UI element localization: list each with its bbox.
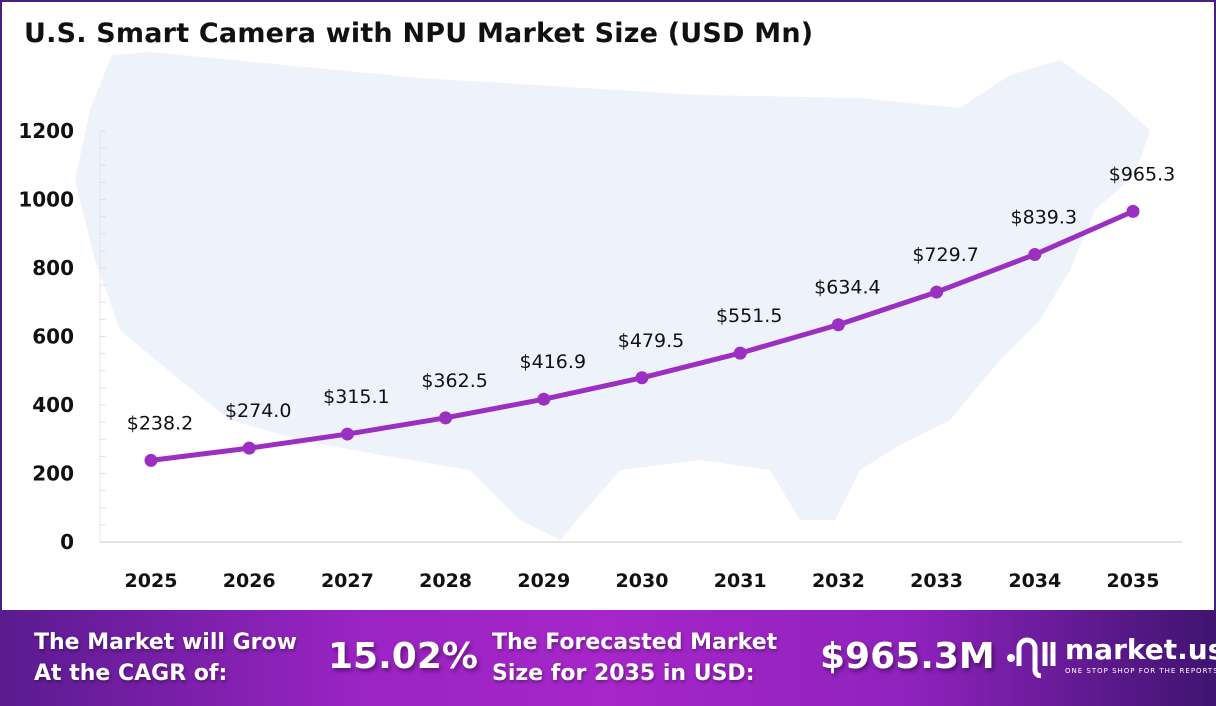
cagr-label-line2: At the CAGR of: (34, 661, 228, 686)
data-label: $839.3 (1011, 207, 1077, 229)
y-tick-label: 1000 (18, 188, 74, 212)
logo-tagline: ONE STOP SHOP FOR THE REPORTS (1065, 666, 1216, 675)
x-tick-label: 2028 (419, 570, 472, 592)
footer-banner: The Market will Grow At the CAGR of: 15.… (0, 610, 1216, 706)
forecast-label-line1: The Forecasted Market (492, 630, 778, 655)
x-tick-label: 2025 (125, 570, 178, 592)
data-label: $315.1 (323, 386, 389, 408)
forecast-label: The Forecasted Market Size for 2035 in U… (492, 627, 777, 689)
cagr-value: 15.02% (328, 636, 478, 677)
data-label: $416.9 (520, 351, 586, 373)
x-tick-label: 2029 (517, 570, 570, 592)
data-point (930, 285, 944, 299)
data-label: $965.3 (1109, 163, 1175, 185)
data-label: $238.2 (127, 412, 193, 434)
data-label: $634.4 (814, 277, 880, 299)
forecast-value: $965.3M (820, 636, 995, 677)
data-point (733, 346, 747, 360)
data-point (1028, 248, 1042, 262)
y-tick-label: 0 (60, 530, 74, 554)
cagr-label: The Market will Grow At the CAGR of: (34, 627, 297, 689)
cagr-label-line1: The Market will Grow (34, 630, 297, 655)
data-label: $551.5 (716, 305, 782, 327)
y-tick-label: 400 (32, 393, 74, 417)
data-point (242, 441, 256, 455)
data-point (635, 371, 649, 385)
y-tick-label: 600 (32, 325, 74, 349)
y-tick-label: 800 (32, 256, 74, 280)
x-tick-label: 2034 (1008, 570, 1061, 592)
chart-title: U.S. Smart Camera with NPU Market Size (… (24, 18, 814, 49)
market-us-logo: market.us ONE STOP SHOP FOR THE REPORTS (1005, 632, 1216, 678)
x-tick-label: 2033 (910, 570, 963, 592)
data-point (537, 392, 551, 406)
data-point (144, 453, 158, 467)
forecast-label-line2: Size for 2035 in USD: (492, 661, 755, 686)
data-label: $362.5 (421, 370, 487, 392)
x-tick-label: 2035 (1107, 570, 1160, 592)
y-tick-label: 1200 (18, 119, 74, 143)
data-point (1126, 204, 1140, 218)
logo-name: market.us (1065, 632, 1216, 666)
line-chart: 0 200 400 600 800 1000 1200 2025 2026 2027 2028 202… (18, 52, 1182, 592)
x-tick-label: 2032 (812, 570, 865, 592)
us-map-silhouette (75, 52, 1150, 540)
y-tick-label: 200 (32, 462, 74, 486)
x-tick-label: 2030 (616, 570, 669, 592)
data-label: $479.5 (618, 330, 684, 352)
x-tick-label: 2027 (321, 570, 374, 592)
x-tick-label: 2026 (223, 570, 276, 592)
data-point (439, 411, 453, 425)
data-label: $274.0 (225, 400, 291, 422)
data-label: $729.7 (912, 244, 978, 266)
data-point (831, 318, 845, 332)
x-tick-label: 2031 (714, 570, 767, 592)
data-point (340, 427, 354, 441)
logo-icon (1007, 637, 1056, 678)
